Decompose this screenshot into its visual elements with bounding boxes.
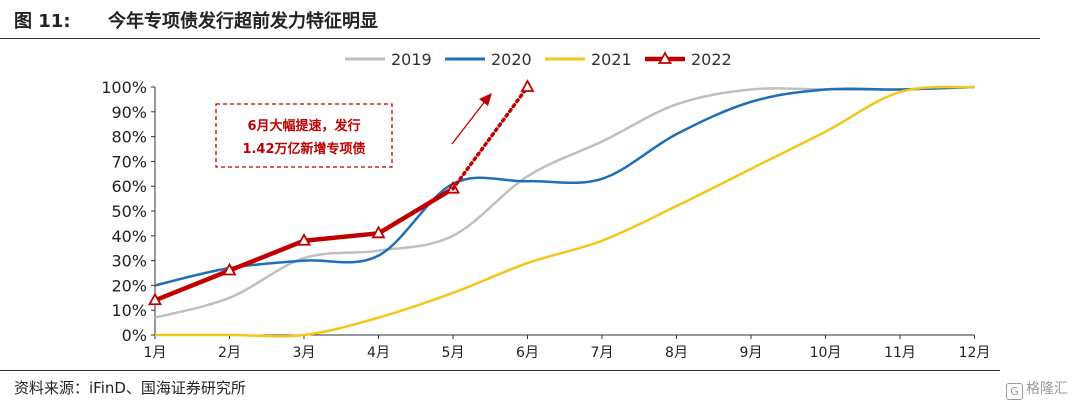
x-tick-label: 8月 (665, 345, 688, 361)
series-line-2021 (155, 85, 975, 338)
y-tick-label: 10% (111, 301, 147, 320)
series-marker-2022 (147, 292, 163, 306)
y-tick-label: 70% (111, 152, 147, 171)
header-rule (0, 38, 1040, 39)
figure-label: 图 11: (14, 11, 71, 32)
series-marker-2022 (296, 232, 312, 246)
annotation-box (215, 103, 393, 168)
x-tick-label: 1月 (144, 345, 167, 361)
x-tick-label: 7月 (591, 345, 614, 361)
x-tick-label: 2月 (218, 345, 241, 361)
watermark-logo-icon: G (1006, 383, 1023, 400)
annotation: 6月大幅提速，发行 1.42万亿新增专项债 (215, 93, 492, 168)
x-tick-label: 4月 (367, 345, 390, 361)
y-axis: 0% 10% 20% 30% 40% 50% 60% 70% 80% 90% 100% (101, 78, 156, 345)
x-tick-label: 11月 (884, 345, 916, 361)
watermark-text: 格隆汇 (1026, 381, 1068, 397)
annotation-arrow-line (451, 99, 487, 145)
annotation-text: 6月大幅提速，发行 (247, 118, 360, 134)
projection-dotted-line (451, 85, 530, 191)
x-tick-label: 10月 (810, 345, 842, 361)
watermark: G 格隆汇 (1006, 378, 1068, 400)
series-marker-2022 (222, 262, 237, 276)
legend: 2019 2020 2021 2022 (345, 50, 732, 69)
source-note: 资料来源：iFinD、国海证券研究所 (14, 379, 246, 397)
legend-label-2022: 2022 (691, 50, 732, 69)
y-tick-label: 100% (101, 78, 147, 97)
y-tick-label: 90% (111, 103, 147, 122)
legend-marker-2022 (657, 51, 673, 64)
annotation-text: 1.42万亿新增专项债 (242, 141, 365, 157)
y-tick-label: 50% (111, 202, 147, 221)
y-tick-label: 60% (111, 177, 147, 196)
x-tick-label: 9月 (740, 345, 763, 361)
legend-label-2020: 2020 (491, 50, 532, 69)
x-tick-label: 5月 (442, 345, 465, 361)
y-tick-label: 20% (111, 276, 147, 295)
series-layer (147, 79, 975, 338)
x-axis: 1月 2月 3月 4月 5月 6月 7月 8月 9月 10月 11月 12月 (144, 334, 991, 361)
y-tick-label: 0% (122, 326, 147, 345)
legend-label-2021: 2021 (591, 50, 632, 69)
series-line-2020 (154, 85, 975, 287)
y-tick-label: 80% (111, 128, 147, 147)
line-chart: 2019 2020 2021 2022 0% 10% 20% 30% 40% 50% 60% 70%… (101, 50, 991, 361)
x-tick-label: 6月 (516, 345, 539, 361)
figure-title: 今年专项债发行超前发力特征明显 (108, 11, 378, 32)
series-marker-2022 (371, 225, 386, 239)
x-tick-label: 12月 (959, 345, 991, 361)
y-tick-label: 40% (111, 227, 147, 246)
projection-marker (520, 79, 535, 92)
x-tick-label: 3月 (293, 345, 316, 361)
y-tick-label: 30% (111, 252, 147, 271)
legend-label-2019: 2019 (391, 50, 432, 69)
annotation-arrow-head (479, 93, 492, 106)
footer-rule (0, 370, 1000, 371)
figure-header: 图 11: 今年专项债发行超前发力特征明显 (0, 0, 1080, 38)
